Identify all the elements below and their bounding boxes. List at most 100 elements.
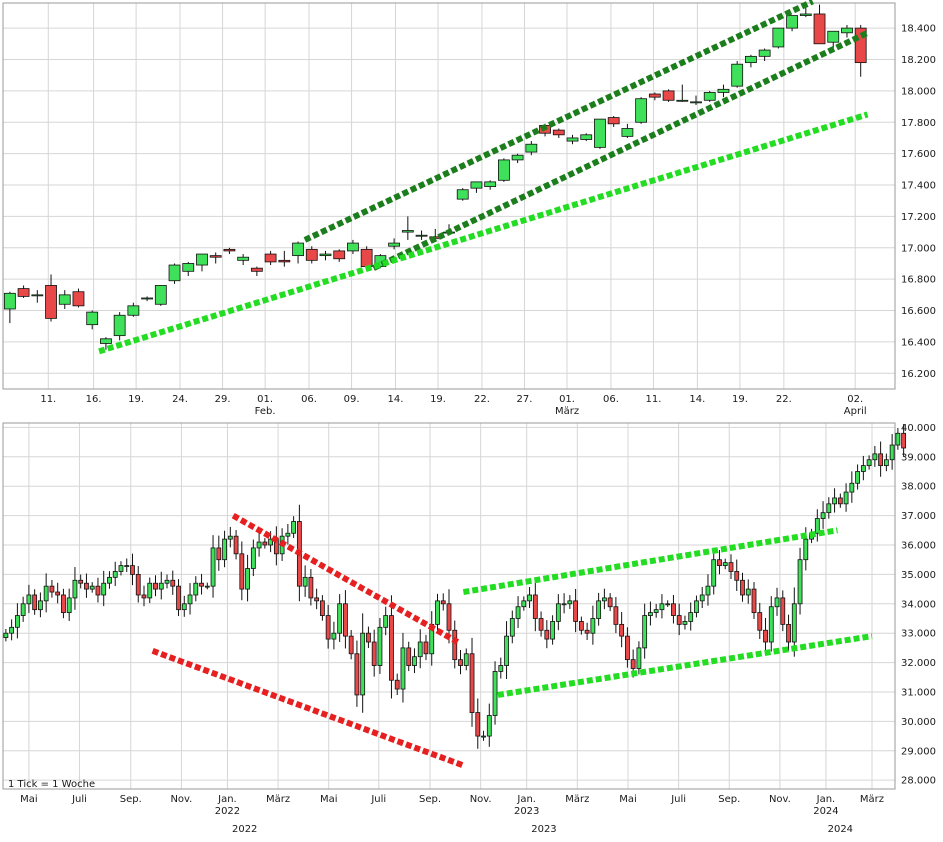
candle-up — [682, 615, 688, 630]
candle-up — [889, 434, 895, 470]
candle-body — [383, 615, 389, 628]
candle-up — [561, 593, 567, 614]
x-tick-label: März — [266, 794, 290, 805]
candle-body — [176, 585, 181, 611]
candle-down — [662, 89, 675, 102]
x-tick-label: Mai — [619, 794, 637, 805]
candle-body — [688, 612, 694, 622]
candle-up — [337, 594, 343, 642]
bottom-chart-panel: 28.000 29.000 30.000 31.000 32.000 33.000 34.0… — [2, 422, 936, 835]
candle-body — [705, 585, 711, 596]
candle-down — [170, 570, 176, 595]
candle-up — [509, 610, 515, 644]
y-tick-label: 16.600 — [901, 306, 936, 317]
candle-body — [250, 267, 263, 272]
y-tick-label: 30.000 — [901, 717, 936, 728]
x-tick-label: Jan. — [217, 794, 237, 805]
candle-body — [538, 618, 544, 631]
candle-body — [866, 459, 872, 467]
candle-body — [78, 579, 84, 584]
candle-up — [555, 594, 561, 631]
y-tick-label: 18.400 — [901, 24, 936, 35]
candle-up — [826, 497, 832, 519]
candle-down — [532, 580, 538, 632]
candle-body — [308, 576, 314, 599]
year-label: 2024 — [828, 824, 853, 835]
candle-body — [580, 134, 593, 140]
candle-down — [308, 568, 314, 606]
candle-body — [889, 444, 895, 461]
candle-up — [525, 141, 538, 156]
candle-body — [578, 621, 584, 631]
trendline-light — [98, 111, 869, 355]
candle-body — [55, 591, 61, 596]
candle-body — [544, 629, 550, 640]
candle-body — [333, 250, 346, 260]
candle-down — [475, 698, 481, 749]
candle-up — [590, 605, 596, 645]
candle-up — [20, 596, 26, 622]
candle-down — [49, 579, 55, 598]
candle-body — [216, 547, 222, 561]
candle-body — [458, 659, 463, 666]
candle-body — [412, 656, 417, 666]
x-tick-label: 19. — [430, 394, 446, 405]
candle-down — [366, 626, 371, 648]
candle-up — [14, 603, 20, 639]
candle-up — [621, 123, 634, 138]
candle-body — [135, 573, 141, 596]
candle-up — [463, 648, 469, 671]
candle-up — [66, 588, 72, 621]
candle-body — [895, 432, 901, 446]
candle-body — [187, 594, 193, 605]
candle-up — [470, 181, 483, 193]
candle-up — [196, 253, 208, 272]
candle-body — [690, 101, 702, 104]
candle-up — [883, 453, 889, 472]
y-tick-label: 17.400 — [901, 181, 936, 192]
candle-body — [337, 603, 343, 634]
y-tick-label: 34.000 — [901, 599, 936, 610]
candle-up — [492, 661, 498, 725]
candle-body — [354, 653, 360, 696]
candle-body — [9, 626, 15, 634]
candle-up — [38, 592, 43, 618]
candle-up — [113, 312, 126, 341]
plot-frame — [2, 422, 896, 790]
y-tick-label: 17.000 — [901, 243, 936, 254]
candle-body — [210, 547, 216, 587]
candle-body — [124, 565, 130, 567]
candle-body — [841, 27, 853, 34]
candle-up — [774, 587, 780, 616]
candle-body — [233, 535, 239, 555]
candle-up — [481, 730, 486, 741]
candle-down — [406, 641, 412, 672]
candle-body — [130, 565, 135, 575]
candle-down — [619, 612, 625, 648]
candle-body — [196, 253, 208, 266]
candle-up — [486, 703, 492, 747]
candle-up — [204, 582, 210, 590]
candle-body — [613, 606, 619, 625]
candle-body — [435, 600, 440, 625]
candle-body — [820, 512, 826, 519]
candle-body — [555, 603, 561, 622]
candle-body — [127, 305, 140, 316]
candle-up — [872, 445, 878, 467]
candle-down — [717, 549, 722, 575]
candle-body — [521, 600, 527, 608]
x-tick-sublabel: April — [844, 406, 867, 417]
x-tick-label: 27. — [517, 394, 533, 405]
candle-down — [305, 246, 318, 264]
candle-body — [388, 242, 401, 247]
x-tick-label: 06. — [603, 394, 619, 405]
candle-body — [164, 579, 170, 584]
candle-up — [722, 558, 728, 570]
candle-up — [291, 516, 297, 539]
y-tick-label: 39.000 — [901, 452, 936, 463]
candle-body — [625, 635, 630, 661]
candle-body — [20, 603, 26, 616]
x-tick-label: 11. — [646, 394, 662, 405]
